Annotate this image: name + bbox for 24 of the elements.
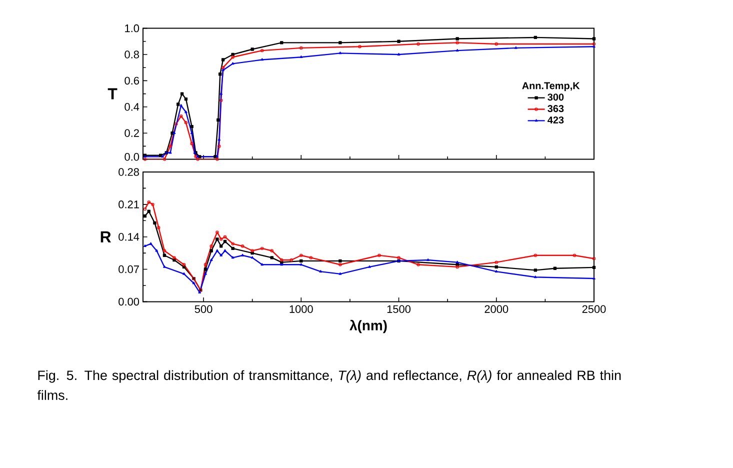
x-tick-label: 2500	[582, 305, 606, 313]
y-tick-label: 0.0	[124, 152, 140, 161]
x-tick-label: 2000	[484, 305, 508, 313]
y-axis-title: R	[100, 231, 111, 242]
y-tick-label: 0.14	[118, 232, 140, 241]
legend-title: Ann.Temp,K	[522, 82, 580, 92]
legend-label: 363	[548, 105, 564, 112]
y-tick-label: 0.6	[124, 76, 139, 85]
y-tick-label: 0.00	[118, 298, 140, 306]
x-tick-label: 1000	[290, 305, 313, 313]
y-tick-label: 0.8	[124, 50, 139, 58]
legend-label: 423	[548, 116, 564, 124]
x-tick-label: 1500	[387, 305, 411, 313]
y-tick-label: 0.28	[118, 168, 139, 176]
x-tick-label: 500	[194, 305, 212, 313]
y-tick-label: 1.0	[125, 24, 140, 32]
y-tick-label: 0.2	[124, 129, 139, 137]
y-tick-label: 0.4	[124, 103, 140, 111]
text: Fig. 5. The spectral distribution of transmittance, T(λ) and reflectance, R(λ) for annealed RB thin films.	[37, 370, 621, 400]
y-tick-label: 0.21	[118, 200, 139, 208]
y-axis-title: T	[108, 88, 118, 100]
legend-label: 300	[548, 94, 564, 101]
x-axis-title: λ(nm)	[350, 320, 387, 334]
y-tick-label: 0.07	[118, 265, 139, 274]
